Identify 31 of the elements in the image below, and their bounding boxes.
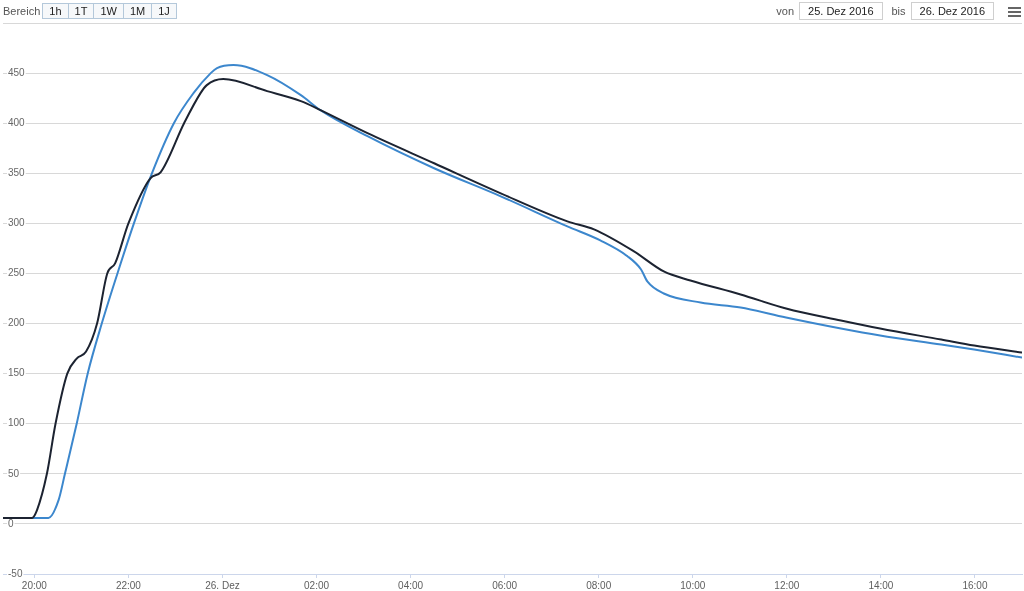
date-field: 25. Dez 2016 xyxy=(799,2,883,20)
y-tick-label: 150 xyxy=(8,367,26,379)
date-field: 26. Dez 2016 xyxy=(910,2,994,20)
text: bis xyxy=(891,5,906,17)
y-tick-label: -50 xyxy=(8,567,23,579)
y-tick-label: 400 xyxy=(8,116,26,128)
x-tick-label: 08:00 xyxy=(586,579,612,591)
x-tick-label: 04:00 xyxy=(398,579,424,591)
x-tick-label: 02:00 xyxy=(304,579,330,591)
range-button: 1M xyxy=(122,3,153,19)
x-tick-label: 22:00 xyxy=(115,579,142,591)
text: Bereich xyxy=(3,3,41,19)
x-tick-label: 14:00 xyxy=(868,579,894,591)
y-tick-label: 300 xyxy=(8,217,26,229)
y-tick-label: 100 xyxy=(8,417,26,429)
text: von xyxy=(776,5,795,17)
y-tick-label: 200 xyxy=(8,317,26,329)
x-tick-label: 10:00 xyxy=(680,579,706,591)
x-tick-label: 26. Dez xyxy=(205,579,240,591)
range-button: 1h xyxy=(42,3,69,19)
x-tick-label: 16:00 xyxy=(962,579,988,591)
y-tick-label: 250 xyxy=(8,267,26,279)
range-button: 1J xyxy=(151,3,177,19)
x-tick-label: 06:00 xyxy=(492,579,518,591)
x-tick-label: 20:00 xyxy=(21,579,48,591)
y-tick-label: 450 xyxy=(8,66,26,78)
y-tick-label: 50 xyxy=(8,467,20,479)
x-tick-label: 12:00 xyxy=(774,579,800,591)
y-tick-label: 0 xyxy=(8,517,14,529)
y-tick-label: 350 xyxy=(8,167,26,179)
range-button: 1W xyxy=(93,3,124,19)
